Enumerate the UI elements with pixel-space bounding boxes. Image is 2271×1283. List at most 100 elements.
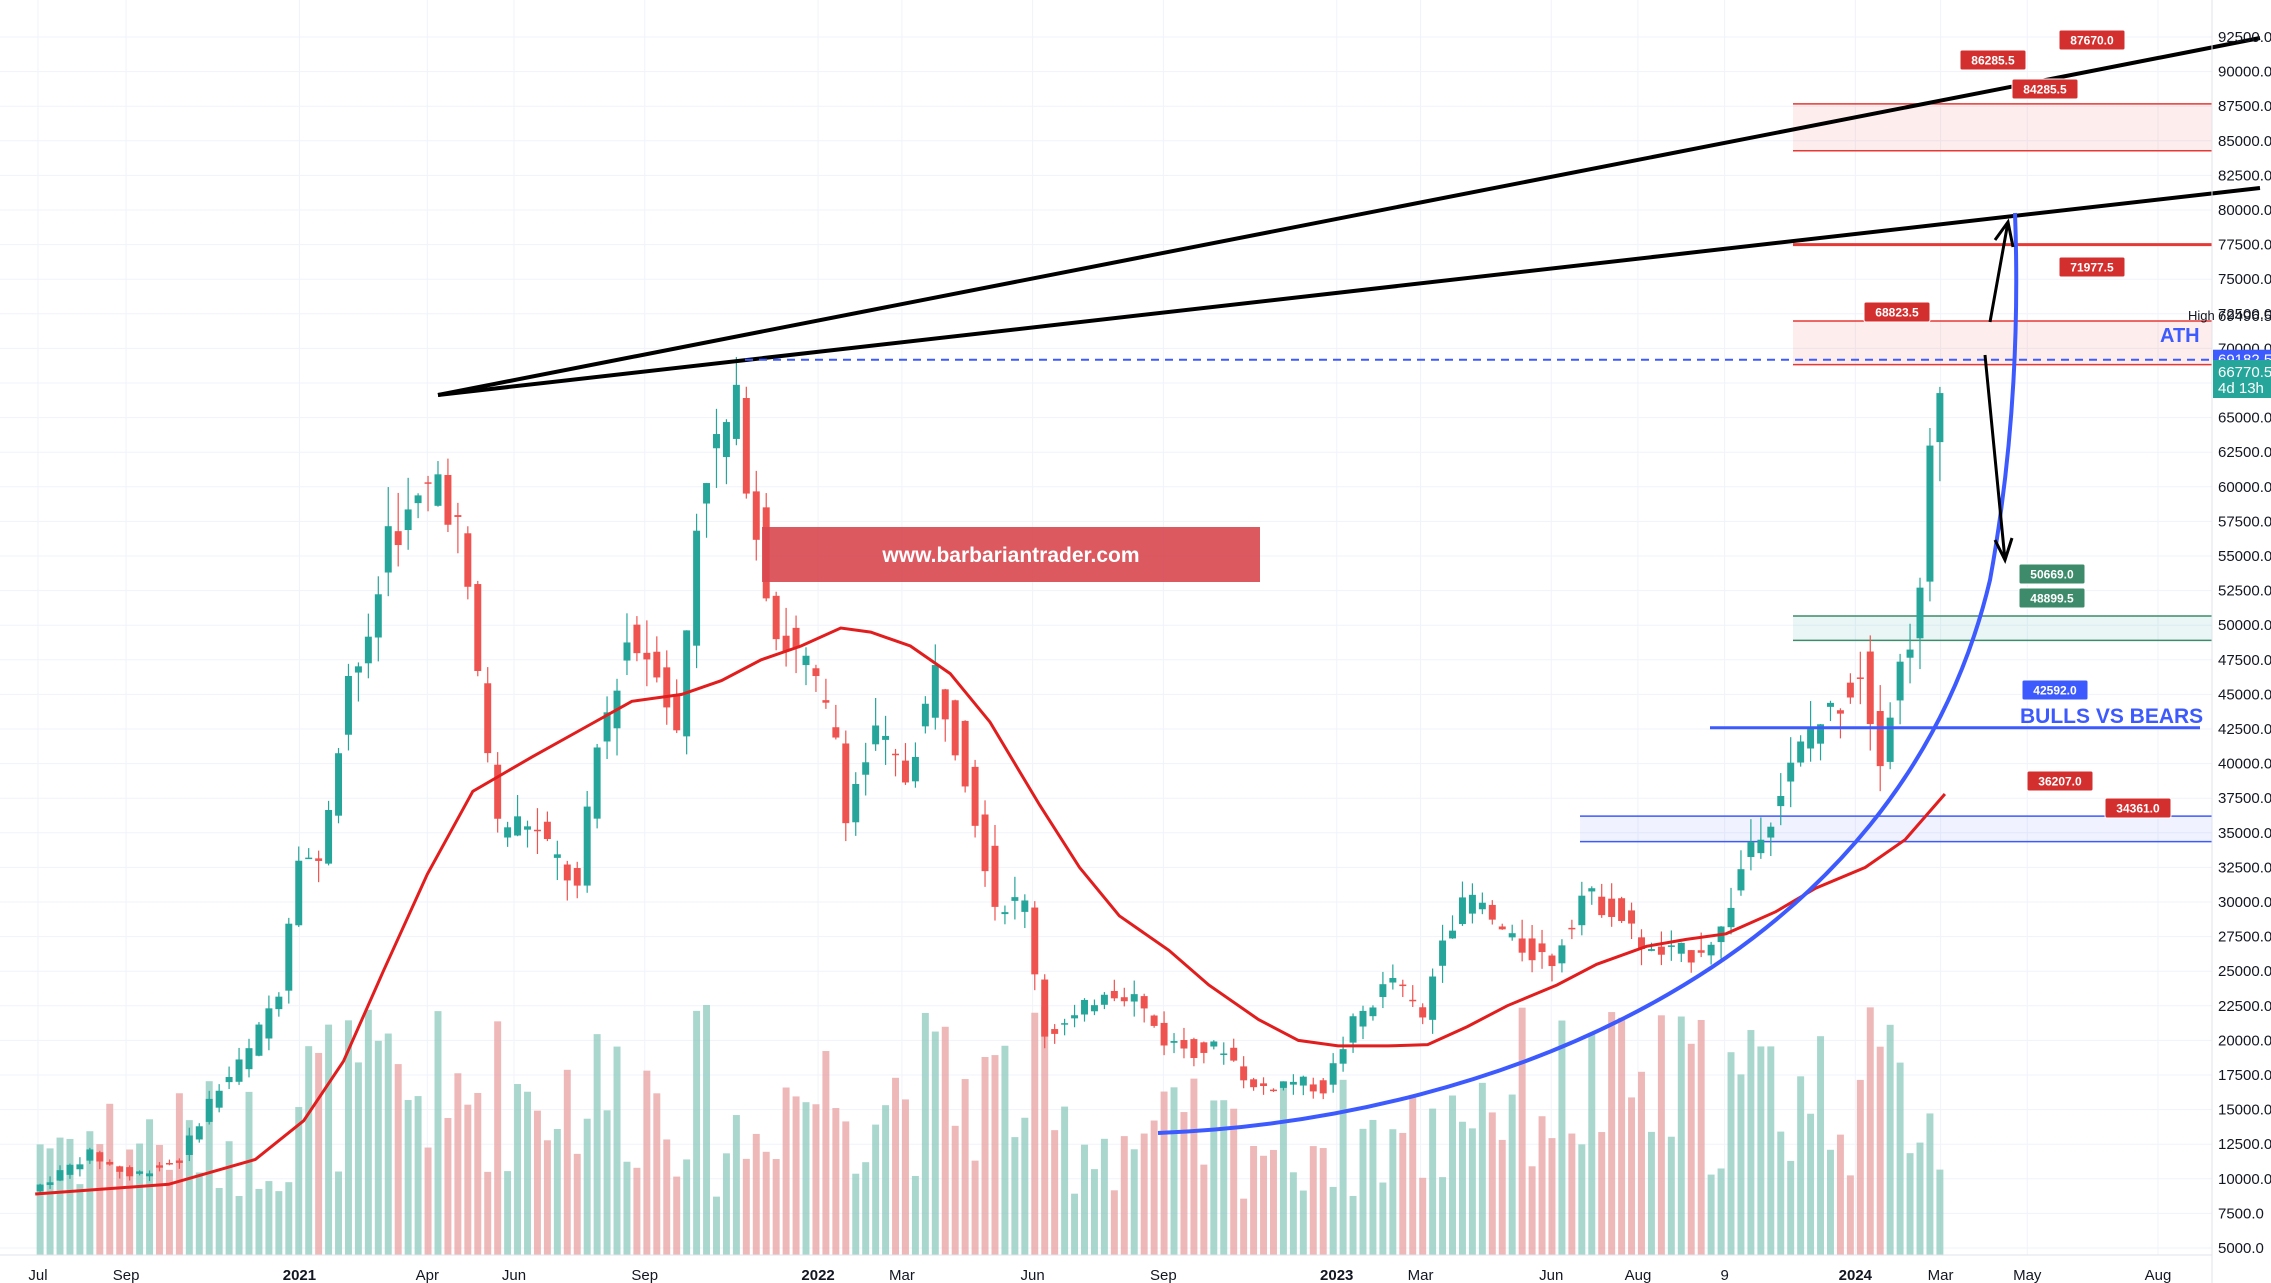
x-tick-label: Apr [416, 1267, 439, 1283]
y-tick-label: 20000.0 [2218, 1032, 2271, 1049]
x-tick-label: Mar [1928, 1267, 1954, 1283]
x-tick-label: 2022 [801, 1267, 834, 1283]
volume-bar [1936, 1169, 1944, 1255]
candle-body [842, 743, 850, 824]
candle-body [862, 762, 870, 775]
price-label-text: 71977.5 [2070, 261, 2114, 275]
y-tick-label: 15000.0 [2218, 1102, 2271, 1119]
volume-bar [404, 1100, 412, 1255]
candle-body [892, 753, 900, 756]
candle-body [832, 727, 840, 738]
volume-bar [1041, 1006, 1049, 1255]
candle-body [215, 1090, 223, 1108]
y-tick-label: 52500.0 [2218, 583, 2271, 600]
volume-bar [86, 1131, 94, 1255]
candle-body [1697, 950, 1705, 953]
candle-body [1220, 1053, 1228, 1055]
volume-bar [1797, 1076, 1805, 1255]
volume-bar [693, 1010, 701, 1255]
candle-body [981, 814, 989, 872]
y-tick-label: 85000.0 [2218, 133, 2271, 150]
volume-bar [1130, 1149, 1138, 1255]
y-tick-label: 10000.0 [2218, 1171, 2271, 1188]
candle-body [245, 1048, 253, 1070]
candle-body [315, 858, 323, 861]
volume-bar [1150, 1120, 1158, 1255]
volume-bar [812, 1104, 820, 1255]
candle-body [852, 783, 860, 823]
candle-body [1140, 996, 1148, 1009]
y-tick-label: 37500.0 [2218, 790, 2271, 807]
volume-bar [265, 1181, 273, 1255]
candle-body [732, 384, 740, 439]
x-tick-label: Jun [1021, 1267, 1045, 1283]
volume-bar [1468, 1128, 1476, 1255]
volume-bar [1757, 1046, 1765, 1255]
volume-bar [235, 1195, 243, 1255]
candle-body [1279, 1081, 1287, 1088]
volume-bar [165, 1169, 173, 1255]
volume-bar [1110, 1190, 1118, 1255]
volume-bar [205, 1081, 213, 1255]
volume-bar [1200, 1164, 1208, 1255]
price-label-text: 86285.5 [1971, 54, 2015, 68]
volume-bar [1081, 1144, 1088, 1255]
price-zone [1793, 103, 2212, 151]
volume-bar [643, 1070, 651, 1255]
price-label-text: 68823.5 [1875, 306, 1919, 320]
x-tick-label: Mar [889, 1267, 915, 1283]
y-tick-label: 45000.0 [2218, 686, 2271, 703]
price-label-text: 84285.5 [2023, 83, 2067, 97]
volume-bar [1140, 1133, 1148, 1255]
volume-bar [354, 1062, 362, 1255]
candle-body [961, 720, 969, 787]
volume-bar [1916, 1142, 1924, 1255]
candle-body [1120, 997, 1128, 1002]
volume-bar [981, 1056, 989, 1255]
candle-body [374, 594, 382, 638]
y-tick-label: 60000.0 [2218, 479, 2271, 496]
volume-bar [533, 1110, 541, 1255]
y-tick-label: 32500.0 [2218, 859, 2271, 876]
volume-bar [474, 1092, 482, 1255]
candle-body [1021, 900, 1029, 912]
x-tick-label: May [2013, 1267, 2042, 1283]
candle-body [1051, 1029, 1059, 1034]
candle-body [1230, 1047, 1238, 1061]
volume-bar [374, 1040, 382, 1255]
volume-bar [941, 1026, 949, 1255]
candle-body [643, 652, 651, 660]
volume-bar [1787, 1160, 1795, 1255]
candle-body [1349, 1016, 1357, 1043]
volume-bar [921, 1012, 929, 1255]
candle-body [36, 1184, 44, 1192]
candle-body [106, 1161, 114, 1165]
price-zone [1793, 321, 2212, 365]
volume-bar [414, 1096, 422, 1255]
volume-bar [1279, 1082, 1287, 1255]
volume-bar [1777, 1131, 1785, 1255]
candle-body [722, 422, 730, 458]
candle-body [1458, 897, 1466, 925]
candle-body [524, 826, 531, 830]
candle-body [116, 1166, 124, 1172]
volume-bar [1647, 1131, 1655, 1255]
volume-bar [1518, 1007, 1526, 1255]
volume-bar [852, 1173, 860, 1255]
volume-bar [1329, 1186, 1337, 1255]
volume-bar [901, 1099, 909, 1255]
candle-body [1210, 1041, 1218, 1047]
price-zone [1793, 615, 2212, 641]
candle-body [514, 816, 522, 836]
volume-bar [1260, 1155, 1268, 1255]
volume-bar [1349, 1195, 1357, 1255]
candle-body [146, 1173, 154, 1177]
candle-body [991, 845, 999, 907]
price-label-text: 50669.0 [2030, 568, 2074, 582]
moving-average-line [35, 626, 1947, 1196]
lower-trend-line [437, 186, 2261, 397]
candle-body [1707, 944, 1715, 956]
volume-bar [484, 1171, 492, 1255]
candle-body [1260, 1083, 1268, 1087]
